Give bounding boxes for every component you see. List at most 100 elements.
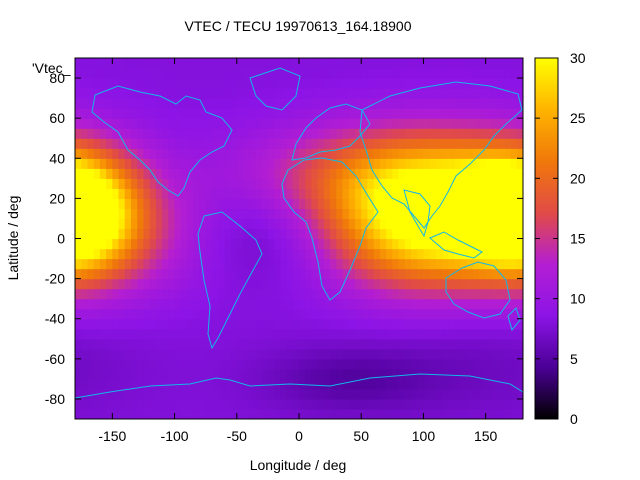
heatmap-cell bbox=[118, 68, 126, 79]
heatmap-cell bbox=[211, 308, 219, 320]
heatmap-cell bbox=[286, 328, 294, 340]
heatmap-cell bbox=[174, 238, 182, 250]
heatmap-cell bbox=[355, 118, 362, 129]
heatmap-cell bbox=[491, 308, 499, 320]
heatmap-cell bbox=[516, 248, 523, 260]
heatmap-cell bbox=[180, 238, 188, 250]
heatmap-cell bbox=[379, 188, 387, 199]
heatmap-cell bbox=[118, 158, 126, 169]
heatmap-cell bbox=[336, 318, 344, 330]
heatmap-cell bbox=[81, 318, 89, 330]
heatmap-cell bbox=[498, 108, 505, 119]
heatmap-cell bbox=[211, 198, 219, 210]
heatmap-cell bbox=[398, 158, 406, 169]
heatmap-cell bbox=[180, 178, 188, 189]
heatmap-cell bbox=[149, 58, 157, 69]
heatmap-cell bbox=[174, 188, 182, 199]
heatmap-cell bbox=[510, 108, 518, 119]
heatmap-cell bbox=[417, 198, 425, 210]
heatmap-cell bbox=[236, 348, 244, 360]
india-outline bbox=[403, 189, 431, 238]
heatmap-cell bbox=[255, 98, 263, 109]
heatmap-cell bbox=[299, 78, 306, 89]
heatmap-cell bbox=[435, 258, 443, 270]
heatmap-cell bbox=[99, 398, 107, 410]
heatmap-cell bbox=[162, 128, 169, 139]
heatmap-cell bbox=[429, 288, 437, 300]
heatmap-cell bbox=[361, 68, 369, 79]
heatmap-cell bbox=[498, 278, 505, 290]
heatmap-cell bbox=[255, 358, 263, 370]
heatmap-cell bbox=[404, 98, 412, 109]
heatmap-cell bbox=[236, 108, 244, 119]
heatmap-cell bbox=[417, 138, 425, 149]
heatmap-cell bbox=[379, 198, 387, 210]
heatmap-cell bbox=[485, 358, 493, 370]
heatmap-cell bbox=[373, 398, 381, 410]
heatmap-cell bbox=[218, 168, 225, 179]
heatmap-cell bbox=[205, 358, 213, 370]
heatmap-cell bbox=[180, 168, 188, 179]
heatmap-cell bbox=[342, 218, 350, 230]
heatmap-cell bbox=[249, 68, 257, 79]
heatmap-cell bbox=[81, 68, 89, 79]
heatmap-cell bbox=[274, 118, 281, 129]
heatmap-cell bbox=[355, 288, 362, 300]
heatmap-cell bbox=[467, 388, 474, 400]
heatmap-cell bbox=[467, 88, 474, 99]
heatmap-cell bbox=[292, 278, 300, 290]
heatmap-cell bbox=[292, 58, 300, 69]
heatmap-cell bbox=[174, 348, 182, 360]
heatmap-cell bbox=[261, 178, 269, 189]
heatmap-cell bbox=[317, 318, 325, 330]
heatmap-cell bbox=[106, 388, 113, 400]
heatmap-cell bbox=[131, 158, 138, 169]
heatmap-cell bbox=[112, 118, 120, 129]
heatmap-cell bbox=[404, 148, 412, 159]
heatmap-cell bbox=[292, 108, 300, 119]
heatmap-cell bbox=[99, 218, 107, 230]
heatmap-cell bbox=[417, 398, 425, 410]
heatmap-cell bbox=[205, 98, 213, 109]
heatmap-cell bbox=[267, 148, 275, 159]
heatmap-cell bbox=[454, 158, 462, 169]
heatmap-cell bbox=[348, 228, 356, 240]
heatmap-cell bbox=[355, 308, 362, 320]
heatmap-cell bbox=[267, 168, 275, 179]
heatmap-cell bbox=[106, 88, 113, 99]
heatmap-cell bbox=[379, 168, 387, 179]
heatmap-cell bbox=[243, 228, 250, 240]
heatmap-cell bbox=[386, 288, 393, 300]
heatmap-cell bbox=[131, 328, 138, 340]
heatmap-cell bbox=[230, 288, 238, 300]
heatmap-cell bbox=[199, 118, 207, 129]
heatmap-cell bbox=[460, 338, 468, 350]
heatmap-cell bbox=[473, 88, 481, 99]
antarctica-outline bbox=[75, 373, 523, 419]
heatmap-cell bbox=[106, 338, 113, 350]
heatmap-cell bbox=[292, 148, 300, 159]
heatmap-cell bbox=[218, 218, 225, 230]
heatmap-cell bbox=[106, 118, 113, 129]
heatmap-cell bbox=[473, 318, 481, 330]
heatmap-cell bbox=[404, 218, 412, 230]
heatmap-cell bbox=[112, 348, 120, 360]
heatmap-cell bbox=[218, 68, 225, 79]
heatmap-cell bbox=[454, 108, 462, 119]
heatmap-cell bbox=[168, 218, 176, 230]
heatmap-cell bbox=[442, 138, 449, 149]
heatmap-cell bbox=[187, 318, 194, 330]
heatmap-cell bbox=[392, 358, 400, 370]
heatmap-cell bbox=[311, 248, 319, 260]
heatmap-cell bbox=[112, 228, 120, 240]
heatmap-cell bbox=[205, 118, 213, 129]
heatmap-cell bbox=[124, 148, 132, 159]
heatmap-cell bbox=[187, 368, 194, 380]
heatmap-cell bbox=[124, 318, 132, 330]
heatmap-cell bbox=[218, 318, 225, 330]
heatmap-cell bbox=[149, 148, 157, 159]
heatmap-cell bbox=[218, 358, 225, 370]
heatmap-cell bbox=[448, 368, 456, 380]
heatmap-cell bbox=[417, 298, 425, 310]
heatmap-cell bbox=[81, 198, 89, 210]
